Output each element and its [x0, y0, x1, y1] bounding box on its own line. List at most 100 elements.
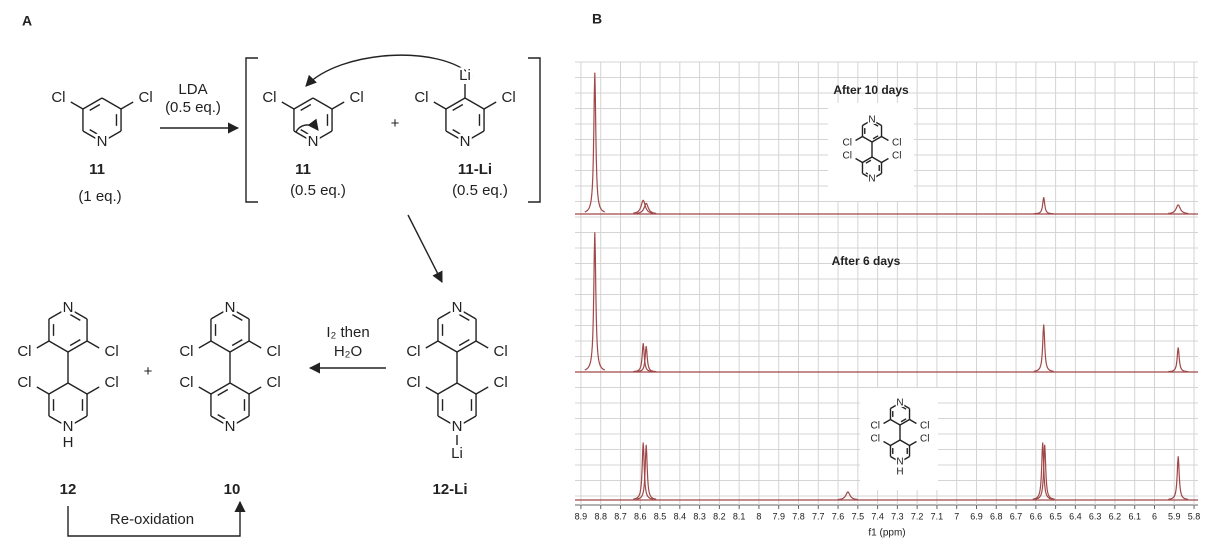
bond	[437, 340, 458, 353]
bracket-left	[245, 57, 258, 203]
x-tick-label: 8.9	[575, 511, 588, 521]
x-tick-label: 6.4	[1069, 511, 1082, 521]
bond	[89, 103, 101, 111]
peak	[633, 442, 654, 500]
bond	[231, 339, 243, 347]
grid-layer: 8.9 8.8 8.7 8.6 8.5 8.4 8.3 8.2 8.1 8 7.9 7.8 7.7 7.6…	[575, 61, 1200, 521]
panel-label: A	[22, 13, 32, 29]
atom-label: N	[896, 398, 903, 409]
bond	[36, 386, 50, 395]
mechanism-arrow	[295, 118, 319, 133]
x-tick-label: 6.1	[1128, 511, 1141, 521]
bond	[855, 157, 863, 164]
atom-label: Cl	[17, 374, 31, 391]
arrow	[407, 214, 443, 283]
bond	[456, 307, 477, 320]
atom-label: N	[225, 299, 236, 316]
ring	[48, 382, 88, 428]
x-tick-label: 7.4	[871, 511, 884, 521]
atom-label: N	[896, 457, 903, 468]
ring	[889, 402, 911, 426]
atom-label: N	[452, 299, 463, 316]
peak	[633, 199, 654, 214]
bond	[229, 340, 250, 353]
inset	[860, 388, 938, 490]
bond	[437, 415, 458, 428]
plus: +	[391, 115, 400, 132]
ring	[293, 97, 333, 143]
bond	[101, 97, 122, 110]
bond	[871, 156, 882, 164]
ring	[861, 119, 883, 143]
bond	[862, 119, 873, 127]
x-tick-label: 6.3	[1089, 511, 1102, 521]
compound-label: 12	[60, 481, 77, 498]
atom-label: N	[225, 418, 236, 435]
bond	[458, 313, 470, 321]
x-tick-label: 6	[1152, 511, 1157, 521]
peak	[584, 72, 606, 213]
atom-label: Cl	[406, 374, 420, 391]
bond	[871, 119, 882, 127]
step-label: Re-oxidation	[110, 511, 194, 528]
compound-label: 11-Li	[458, 161, 492, 178]
bond	[69, 313, 81, 321]
bond	[48, 307, 69, 320]
atom-label: N	[452, 418, 463, 435]
bond	[69, 339, 81, 347]
bond	[464, 97, 485, 110]
atom-label: Cl	[494, 343, 508, 360]
inset	[828, 103, 914, 201]
x-tick-label: 7.8	[792, 511, 805, 521]
x-tick-label: 7	[954, 511, 959, 521]
reagent-amount: (0.5 eq.)	[165, 99, 221, 116]
bond	[425, 340, 439, 349]
x-tick-label: 7.1	[931, 511, 944, 521]
atom-label: Cl	[920, 434, 929, 445]
bond	[475, 386, 489, 395]
bond	[475, 340, 489, 349]
x-tick-label: 5.9	[1168, 511, 1181, 521]
atom-label: Cl	[51, 89, 65, 106]
bond	[890, 418, 901, 426]
bond	[210, 382, 231, 395]
bond	[248, 386, 262, 395]
bond	[890, 439, 901, 447]
x-tick-label: 6.9	[970, 511, 983, 521]
bond	[452, 129, 464, 137]
ring	[445, 97, 485, 143]
bond	[198, 386, 212, 395]
atom-label: Cl	[267, 374, 281, 391]
bond	[871, 135, 882, 143]
peak	[1033, 197, 1054, 215]
bond	[67, 382, 88, 395]
bond	[445, 97, 466, 110]
atom-label: Cl	[502, 89, 516, 106]
atom-label: Cl	[139, 89, 153, 106]
bond	[452, 103, 464, 111]
bond	[862, 156, 873, 164]
atom-label: Cl	[843, 138, 852, 149]
bond	[862, 135, 873, 143]
peak	[584, 232, 606, 371]
bond	[312, 130, 333, 143]
atom-label: N	[63, 418, 74, 435]
ring	[48, 307, 88, 353]
bracket-right	[528, 57, 541, 203]
x-tick-label: 6.2	[1109, 511, 1122, 521]
bond	[198, 340, 212, 349]
x-tick-label: 8.3	[693, 511, 706, 521]
atom-label: Cl	[179, 374, 193, 391]
bond	[899, 439, 910, 447]
ring	[437, 382, 477, 428]
peak	[636, 346, 657, 373]
atom-label: H	[63, 434, 74, 451]
bond	[82, 130, 103, 143]
x-tick-label: 8.2	[713, 511, 726, 521]
atom-label: Cl	[267, 343, 281, 360]
peak	[1168, 204, 1189, 215]
bond	[872, 135, 879, 140]
reagent: LDA	[178, 81, 207, 98]
bond	[900, 405, 907, 410]
bond	[456, 382, 477, 395]
